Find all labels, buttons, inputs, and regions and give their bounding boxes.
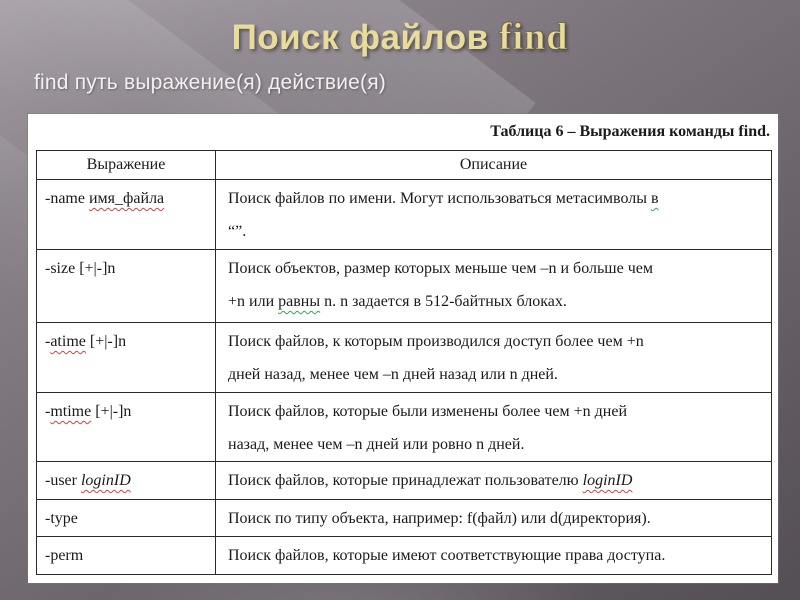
description-cell: Поиск объектов, размер которых меньше че… [215, 249, 772, 323]
text-segment: +n или [228, 293, 279, 310]
expression-cell: -name имя_файла [36, 179, 216, 250]
table-row: -perm Поиск файлов, которые имеют соответ… [36, 536, 772, 575]
description-cell: Поиск файлов, которые имеют соответствую… [215, 536, 772, 575]
description-cell: Поиск файлов, которые принадлежат пользо… [215, 461, 772, 500]
text-segment: Поиск файлов, которые имеют соответствую… [228, 547, 666, 564]
text-segment: Поиск по типу объекта, например: f(файл)… [228, 510, 651, 527]
text-segment: Поиск файлов, которые были изменены боле… [228, 403, 628, 420]
text-segment: [+|-]n [85, 333, 127, 350]
text-segment: -user [45, 472, 81, 489]
expression-cell: -size [+|-]n [36, 249, 216, 323]
table-caption: Таблица 6 – Выражения команды find. [490, 123, 770, 140]
text-segment: в [651, 190, 659, 207]
text-segment: -size [+|-]n [45, 260, 116, 277]
table-row: -name имя_файла Поиск файлов по имени. Мо… [36, 179, 772, 250]
text-segment: [+|-]n [91, 403, 132, 420]
text-segment: loginID [582, 472, 633, 489]
text-segment: -perm [45, 547, 84, 564]
table-header-row: Выражение Описание [36, 150, 772, 180]
description-cell: Поиск файлов, которые были изменены боле… [215, 392, 772, 462]
expression-cell: -mtime [+|-]n [36, 392, 216, 462]
table-row: -mtime [+|-]n Поиск файлов, которые были … [36, 392, 772, 462]
slide-title-keyword: find [498, 16, 569, 59]
expression-header: Выражение [36, 150, 216, 180]
text-segment: -name [45, 190, 89, 207]
expression-cell: -user loginID [36, 461, 216, 500]
text-segment: Поиск файлов, к которым производился дос… [228, 333, 644, 350]
text-segment: Поиск объектов, размер которых меньше че… [228, 260, 653, 277]
text-segment: Поиск файлов по имени. Могут использоват… [228, 190, 651, 207]
description-cell: Поиск файлов, к которым производился дос… [215, 322, 772, 393]
text-segment: “”. [228, 223, 247, 240]
text-segment: имя_файла [88, 190, 165, 207]
text-segment: -type [45, 510, 78, 527]
text-segment: n. n задается в 512-байтных блоках. [320, 293, 567, 310]
description-header: Описание [215, 150, 772, 180]
slide-title: Поиск файлов find [0, 15, 800, 59]
slide-title-main: Поиск файлов [231, 18, 489, 57]
table-header: Выражение Описание [36, 150, 772, 180]
expression-cell: -perm [36, 536, 216, 575]
text-segment: назад, менее чем –n дней или ровно n дне… [228, 436, 525, 453]
table-row: -size [+|-]n Поиск объектов, размер котор… [36, 249, 772, 323]
table-row: -user loginID Поиск файлов, которые прина… [36, 461, 772, 500]
command-syntax-subtitle: find путь выражение(я) действие(я) [34, 71, 386, 94]
text-segment: loginID [80, 472, 131, 489]
table-row: -type Поиск по типу объекта, например: f(… [36, 499, 772, 537]
text-segment: равны [278, 293, 321, 310]
text-segment: Поиск файлов, которые принадлежат пользо… [228, 472, 583, 489]
text-segment: дней назад, менее чем –n дней назад или … [228, 366, 558, 383]
description-cell: Поиск файлов по имени. Могут использоват… [215, 179, 772, 250]
table-panel: Таблица 6 – Выражения команды find. Выра… [28, 114, 778, 583]
text-segment: mtime [50, 403, 92, 420]
text-segment: - [45, 403, 51, 420]
expression-cell: -type [36, 499, 216, 537]
expression-cell: -atime [+|-]n [36, 322, 216, 393]
table-body: -name имя_файла Поиск файлов по имени. Мо… [36, 179, 772, 575]
text-segment: atime [50, 333, 86, 350]
description-cell: Поиск по типу объекта, например: f(файл)… [215, 499, 772, 537]
table-row: -atime [+|-]n Поиск файлов, к которым про… [36, 322, 772, 393]
text-segment: - [45, 333, 51, 350]
find-table: Выражение Описание -name имя_файла Поиск … [36, 150, 772, 575]
